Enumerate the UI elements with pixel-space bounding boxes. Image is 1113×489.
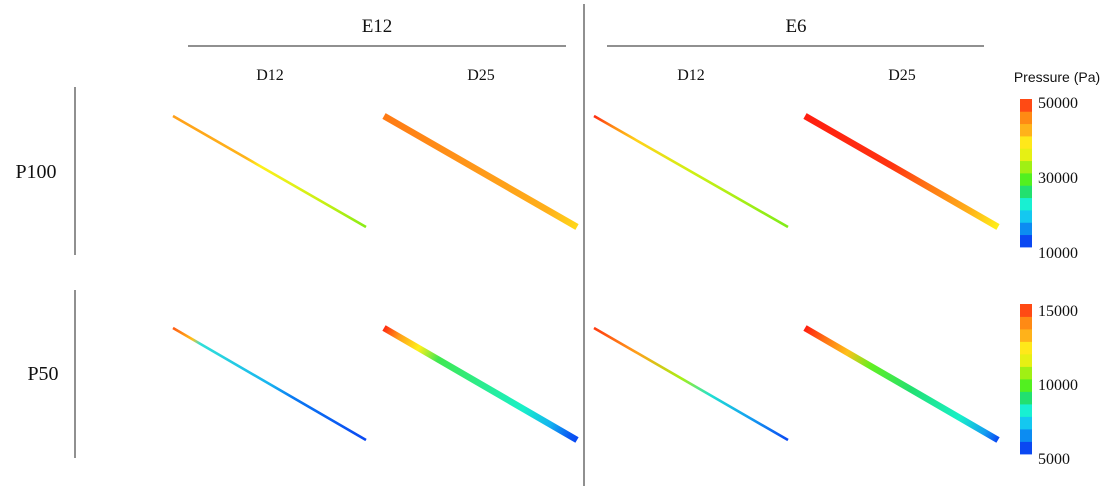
colorbar-bottom-label-min: 5000 bbox=[1038, 451, 1070, 468]
colorbar-title: Pressure (Pa) bbox=[1014, 69, 1100, 85]
colorbar-top-swatch bbox=[1020, 210, 1032, 223]
colorbar-top-label-mid: 30000 bbox=[1038, 170, 1078, 187]
colorbar-top bbox=[1020, 99, 1032, 248]
colorbar-bottom-swatch bbox=[1020, 354, 1032, 367]
pipe-p100-e6-d25 bbox=[803, 113, 1000, 230]
colorbar-top-swatch bbox=[1020, 111, 1032, 125]
pipe-p50-e12-d12 bbox=[172, 326, 367, 442]
pipe-p50-e6-d12 bbox=[593, 326, 789, 442]
colorbar-bottom-swatch bbox=[1020, 379, 1032, 392]
colorbar-top-label-min: 10000 bbox=[1038, 245, 1078, 262]
colorbar-bottom-swatch bbox=[1020, 366, 1032, 380]
colorbar-bottom-label-max: 15000 bbox=[1038, 303, 1078, 320]
colorbar-top-swatch bbox=[1020, 123, 1032, 137]
pipe-p100-e12-d12 bbox=[172, 114, 367, 229]
colorbar-top-swatch bbox=[1020, 160, 1032, 174]
pipe-p50-e12-d25 bbox=[382, 325, 579, 443]
colorbar-bottom-swatch bbox=[1020, 429, 1032, 442]
colorbar-top-swatch bbox=[1020, 185, 1032, 199]
colorbar-bottom-swatch bbox=[1020, 316, 1032, 330]
colorbar-bottom-label-mid: 10000 bbox=[1038, 377, 1078, 394]
colorbar-bottom bbox=[1020, 304, 1032, 455]
colorbar-top-label-max: 50000 bbox=[1038, 95, 1078, 112]
colorbar-bottom-swatch bbox=[1020, 404, 1032, 417]
colorbar-top-swatch bbox=[1020, 173, 1032, 186]
pipe-p100-e12-d25 bbox=[382, 113, 579, 230]
colorbar-top-swatch bbox=[1020, 148, 1032, 162]
colorbar-top-swatch bbox=[1020, 197, 1032, 211]
col-label-e12-d12: D12 bbox=[256, 67, 284, 84]
colorbar-top-swatch bbox=[1020, 99, 1032, 112]
colorbar-bottom-swatch bbox=[1020, 416, 1032, 430]
colorbar-top-swatch bbox=[1020, 136, 1032, 149]
colorbar-bottom-swatch bbox=[1020, 341, 1032, 355]
group-label-e12: E12 bbox=[362, 16, 393, 37]
colorbar-bottom-swatch bbox=[1020, 441, 1032, 455]
pipe-p100-e6-d12 bbox=[593, 114, 789, 229]
colorbar-top-swatch bbox=[1020, 222, 1032, 236]
colorbar-bottom-swatch bbox=[1020, 329, 1032, 342]
col-label-e6-d25: D25 bbox=[888, 67, 916, 84]
col-label-e6-d12: D12 bbox=[677, 67, 705, 84]
colorbar-bottom-swatch bbox=[1020, 391, 1032, 405]
colorbar-bottom-swatch bbox=[1020, 304, 1032, 317]
col-label-e12-d25: D25 bbox=[467, 67, 495, 84]
colorbar-top-swatch bbox=[1020, 234, 1032, 248]
row-label-p100: P100 bbox=[15, 161, 56, 183]
pipe-p50-e6-d25 bbox=[803, 325, 1000, 443]
group-label-e6: E6 bbox=[785, 16, 806, 37]
row-label-p50: P50 bbox=[27, 363, 58, 385]
